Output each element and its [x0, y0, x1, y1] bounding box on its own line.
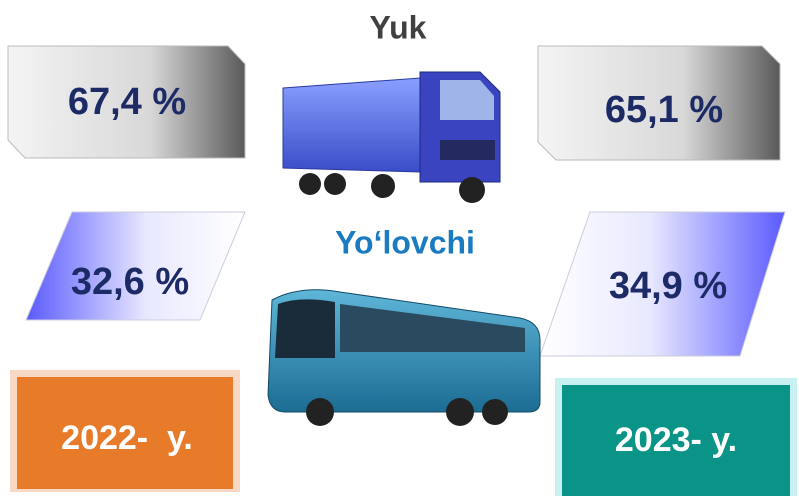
subtitle: Yo‘lovchi — [335, 224, 475, 260]
passenger-box-2023 — [539, 211, 786, 357]
cargo-2022: 67,4 % — [68, 81, 186, 123]
cargo-box-2023 — [537, 45, 781, 161]
passenger-2022: 32,6 % — [71, 261, 189, 303]
passenger-2023: 34,9 % — [609, 265, 727, 307]
year-box-left — [17, 377, 233, 489]
cargo-2023: 65,1 % — [605, 89, 723, 131]
year-left: 2022- y. — [61, 419, 193, 457]
truck-icon — [282, 71, 501, 203]
year-box-right — [562, 385, 790, 496]
passenger-box-2022 — [25, 211, 246, 321]
bus-icon — [267, 289, 541, 426]
title: Yuk — [370, 9, 427, 45]
cargo-box-2022 — [7, 45, 246, 159]
year-right: 2023- y. — [615, 421, 737, 459]
